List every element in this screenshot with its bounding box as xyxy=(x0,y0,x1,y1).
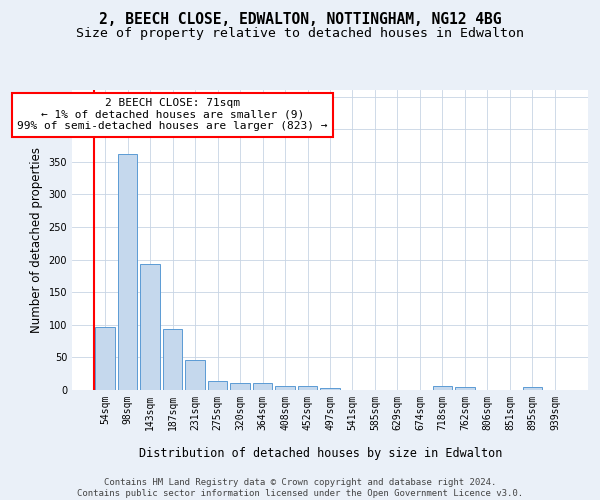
Bar xyxy=(95,328,115,390)
Bar xyxy=(275,386,295,390)
Bar xyxy=(523,386,542,390)
Text: Distribution of detached houses by size in Edwalton: Distribution of detached houses by size … xyxy=(139,448,503,460)
Text: 2, BEECH CLOSE, EDWALTON, NOTTINGHAM, NG12 4BG: 2, BEECH CLOSE, EDWALTON, NOTTINGHAM, NG… xyxy=(99,12,501,28)
Y-axis label: Number of detached properties: Number of detached properties xyxy=(30,147,43,333)
Bar xyxy=(163,328,182,390)
Bar xyxy=(118,154,137,390)
Bar xyxy=(433,386,452,390)
Bar xyxy=(455,386,475,390)
Bar xyxy=(320,388,340,390)
Bar xyxy=(208,381,227,390)
Text: 2 BEECH CLOSE: 71sqm
← 1% of detached houses are smaller (9)
99% of semi-detache: 2 BEECH CLOSE: 71sqm ← 1% of detached ho… xyxy=(17,98,328,132)
Bar xyxy=(185,360,205,390)
Bar xyxy=(253,384,272,390)
Bar xyxy=(230,384,250,390)
Text: Contains HM Land Registry data © Crown copyright and database right 2024.
Contai: Contains HM Land Registry data © Crown c… xyxy=(77,478,523,498)
Bar xyxy=(298,386,317,390)
Text: Size of property relative to detached houses in Edwalton: Size of property relative to detached ho… xyxy=(76,28,524,40)
Bar xyxy=(140,264,160,390)
